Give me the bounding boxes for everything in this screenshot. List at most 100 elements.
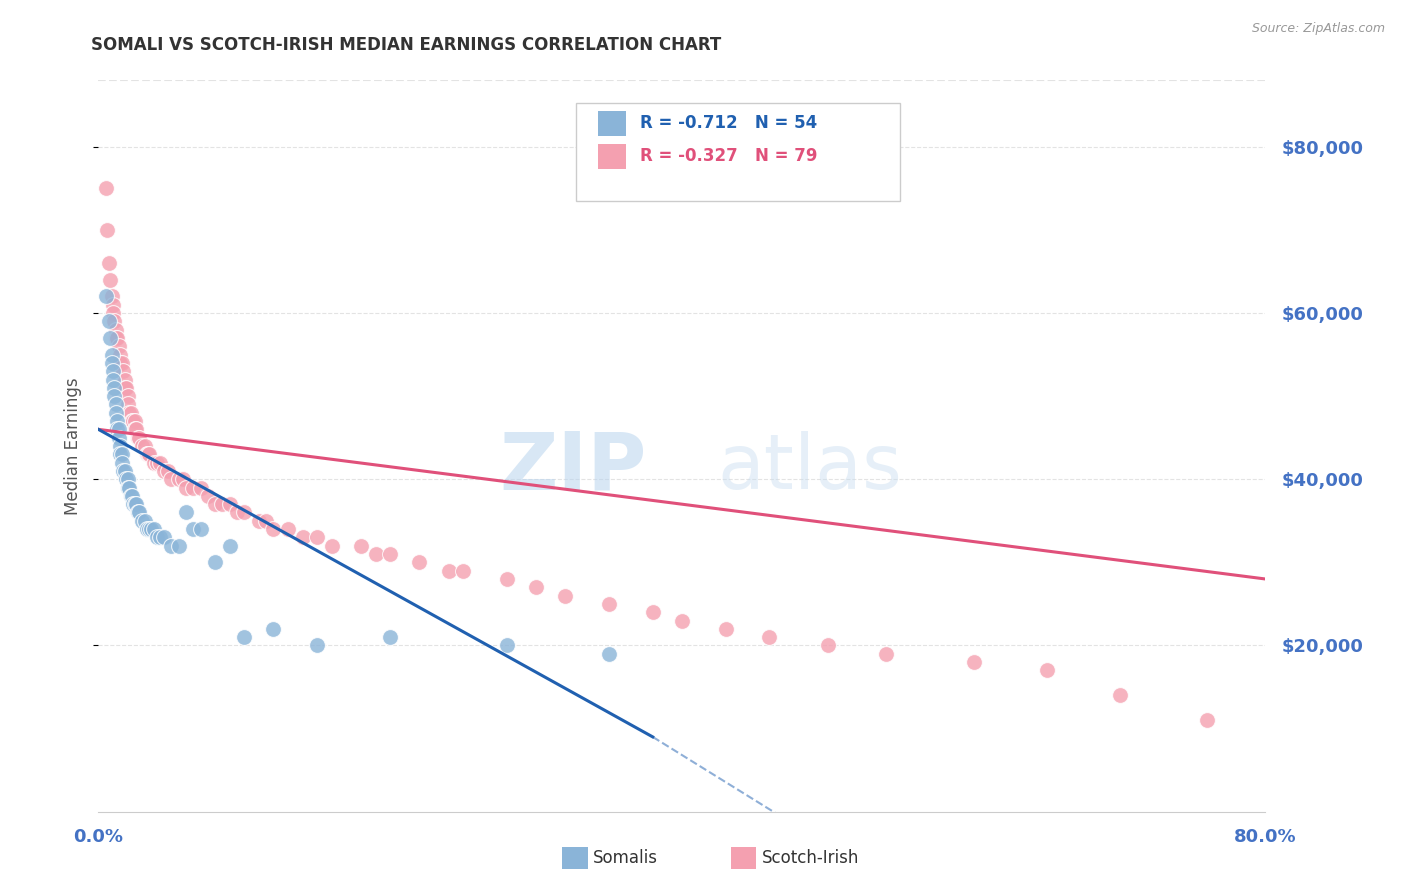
Point (110, 447, 132, 461)
Point (120, 489, 142, 503)
Point (110, 439, 132, 453)
Point (190, 481, 212, 495)
Point (291, 530, 314, 544)
Point (167, 472, 190, 486)
Point (108, 431, 131, 445)
Point (174, 506, 197, 520)
Point (134, 514, 156, 528)
Text: SOMALI VS SCOTCH-IRISH MEDIAN EARNINGS CORRELATION CHART: SOMALI VS SCOTCH-IRISH MEDIAN EARNINGS C… (91, 36, 721, 54)
Point (262, 622, 284, 636)
Point (598, 597, 620, 611)
Point (138, 447, 160, 461)
Point (1108, 689, 1130, 703)
Point (101, 372, 124, 386)
Point (117, 397, 139, 411)
Point (118, 481, 141, 495)
Point (103, 389, 125, 403)
Point (817, 639, 839, 653)
Point (110, 347, 132, 362)
Point (321, 539, 343, 553)
Point (262, 522, 284, 536)
Point (451, 564, 474, 578)
Point (153, 464, 176, 478)
Point (167, 539, 190, 553)
Point (104, 323, 127, 337)
Text: Source: ZipAtlas.com: Source: ZipAtlas.com (1251, 22, 1385, 36)
Point (364, 547, 387, 561)
Point (307, 530, 329, 544)
Point (190, 522, 212, 536)
Point (138, 522, 160, 536)
Point (496, 572, 519, 586)
Point (120, 406, 142, 420)
Point (117, 389, 139, 403)
Point (135, 447, 157, 461)
Point (671, 614, 693, 628)
Point (125, 422, 148, 436)
Point (105, 414, 128, 428)
Point (128, 506, 150, 520)
Point (134, 439, 156, 453)
Point (142, 456, 165, 470)
Point (554, 589, 576, 603)
Point (100, 356, 122, 370)
Point (118, 406, 141, 420)
Text: ZIP: ZIP (499, 429, 647, 507)
Point (233, 630, 256, 644)
Point (98, 273, 121, 287)
Point (380, 630, 402, 644)
Point (149, 530, 172, 544)
Point (115, 472, 138, 486)
Point (962, 655, 984, 669)
Point (875, 647, 897, 661)
Point (139, 522, 162, 536)
Point (153, 530, 176, 544)
Point (146, 530, 169, 544)
Point (103, 381, 125, 395)
Point (104, 397, 127, 411)
Point (104, 331, 127, 345)
Point (124, 497, 146, 511)
Point (197, 489, 219, 503)
Point (496, 639, 519, 653)
Text: Somalis: Somalis (593, 849, 658, 867)
Point (1035, 664, 1057, 678)
Point (149, 456, 172, 470)
Text: atlas: atlas (717, 431, 901, 505)
Point (131, 439, 153, 453)
Point (105, 422, 128, 436)
Point (98, 331, 121, 345)
Point (115, 381, 138, 395)
Point (233, 506, 256, 520)
Point (111, 447, 134, 461)
Point (160, 472, 183, 486)
Point (174, 481, 197, 495)
Point (160, 539, 183, 553)
Point (758, 630, 780, 644)
Point (117, 481, 139, 495)
Point (350, 539, 373, 553)
Text: R = -0.327   N = 79: R = -0.327 N = 79 (640, 147, 817, 165)
Point (114, 464, 136, 478)
Point (247, 514, 270, 528)
Point (127, 506, 149, 520)
Point (104, 406, 127, 420)
Point (641, 605, 664, 619)
Point (277, 522, 299, 536)
Point (172, 472, 194, 486)
Point (181, 481, 204, 495)
Point (100, 347, 122, 362)
Point (131, 514, 153, 528)
Point (121, 414, 143, 428)
Point (112, 464, 135, 478)
Point (124, 422, 146, 436)
Point (101, 364, 124, 378)
Point (101, 298, 124, 312)
Point (408, 555, 430, 569)
Point (204, 497, 226, 511)
Point (121, 489, 143, 503)
Point (181, 522, 204, 536)
Point (307, 639, 329, 653)
Point (122, 414, 145, 428)
Point (127, 431, 149, 445)
